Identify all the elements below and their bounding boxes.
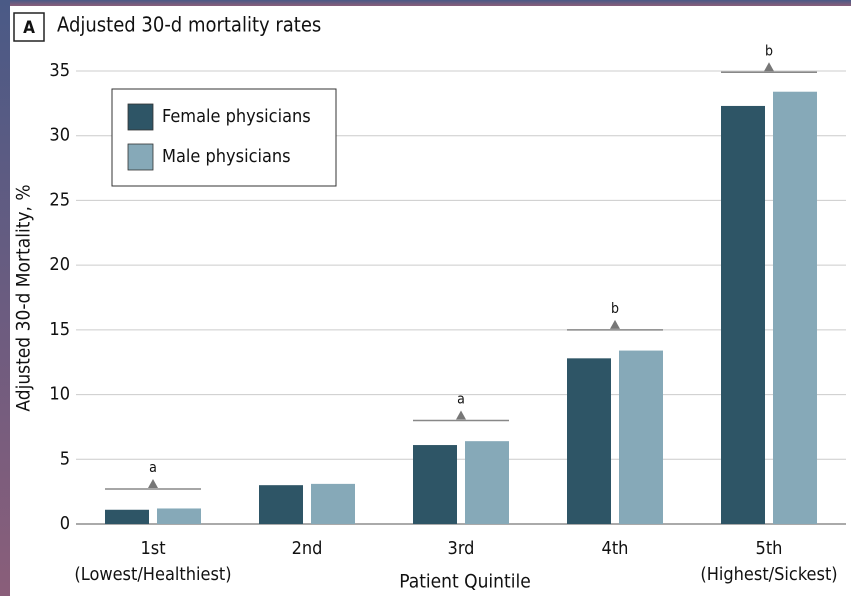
x-tick-note: (Lowest/Healthiest) bbox=[74, 564, 231, 585]
panel-box bbox=[13, 12, 45, 42]
panel-label: A bbox=[23, 18, 35, 38]
y-tick-label: 5 bbox=[60, 448, 70, 469]
bar bbox=[465, 441, 509, 524]
y-tick-label: 15 bbox=[49, 319, 70, 340]
bar bbox=[105, 509, 149, 524]
legend-box bbox=[111, 88, 337, 187]
x-tick-note: (Highest/Sickest) bbox=[700, 564, 837, 585]
x-axis-label: Patient Quintile bbox=[399, 571, 530, 593]
significance-marker bbox=[764, 62, 774, 72]
legend-label: Male physicians bbox=[162, 146, 291, 167]
bar bbox=[157, 508, 201, 524]
significance-label: a bbox=[149, 460, 157, 476]
y-tick-label: 0 bbox=[60, 513, 70, 534]
y-tick-label: 10 bbox=[49, 384, 70, 405]
bar bbox=[619, 350, 663, 524]
legend-label: Female physicians bbox=[162, 106, 311, 127]
frame-edge bbox=[0, 0, 10, 596]
bar bbox=[311, 483, 355, 524]
x-tick-label: 1st bbox=[140, 538, 165, 559]
y-tick-label: 35 bbox=[49, 60, 70, 81]
y-tick-label: 20 bbox=[49, 254, 70, 275]
significance-label: b bbox=[611, 301, 619, 317]
x-tick-label: 2nd bbox=[292, 538, 323, 559]
legend-swatch bbox=[127, 143, 154, 171]
legend-swatch bbox=[127, 103, 154, 131]
significance-label: b bbox=[765, 43, 773, 59]
y-axis-label: Adjusted 30-d Mortality, % bbox=[13, 184, 35, 411]
significance-marker bbox=[456, 410, 466, 420]
bar bbox=[259, 485, 303, 524]
bar bbox=[773, 91, 817, 525]
significance-marker bbox=[610, 319, 620, 329]
x-tick-label: 5th bbox=[756, 538, 783, 559]
bar bbox=[413, 445, 457, 524]
significance-label: a bbox=[457, 391, 465, 407]
x-tick-label: 3rd bbox=[448, 538, 475, 559]
significance-marker bbox=[148, 479, 158, 489]
y-tick-label: 30 bbox=[49, 125, 70, 146]
chart-title: Adjusted 30-d mortality rates bbox=[57, 13, 321, 37]
y-tick-label: 25 bbox=[49, 189, 70, 210]
frame-edge bbox=[0, 0, 851, 6]
bar bbox=[721, 105, 765, 525]
x-tick-label: 4th bbox=[602, 538, 629, 559]
bar bbox=[567, 358, 611, 524]
